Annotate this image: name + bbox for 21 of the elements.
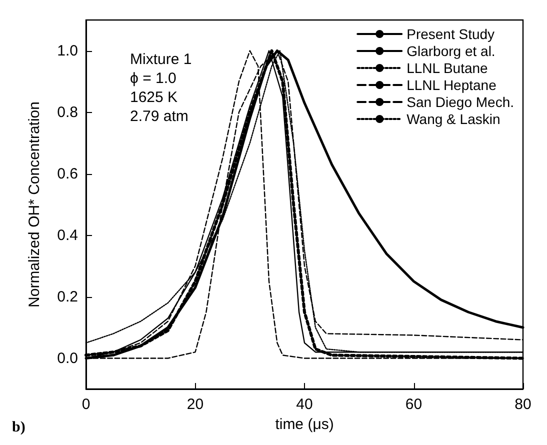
y-axis-title: Normalized OH* Concentration	[26, 102, 43, 308]
legend-label: San Diego Mech.	[406, 94, 514, 110]
y-tick-label: 0.2	[57, 288, 78, 306]
x-tick-label: 40	[296, 396, 313, 413]
annotation: Mixture 1 ϕ = 1.0 1625 K 2.79 atm	[130, 51, 192, 125]
text: b)	[12, 420, 26, 436]
y-tick-label: 0.0	[57, 350, 78, 367]
legend-label: LLNL Butane	[406, 60, 488, 76]
y-tick-label: 0.8	[57, 104, 78, 121]
y-tick-label: 0.6	[57, 165, 78, 182]
legend-label: Glarborg et al.	[406, 43, 496, 59]
x-tick-label: 20	[186, 396, 204, 413]
x-tick-label: 60	[405, 396, 422, 413]
y-tick-label: 0.4	[57, 226, 78, 244]
legend-label: LLNL Heptane	[406, 77, 497, 93]
x-tick-label: 80	[514, 396, 532, 413]
x-axis-title: time (μs)	[275, 416, 334, 433]
legend-label: Present Study	[406, 26, 495, 42]
legend-label: Wang & Laskin	[406, 111, 500, 127]
x-tick-label: 0	[82, 396, 90, 413]
y-tick-label: 1.0	[57, 42, 78, 60]
